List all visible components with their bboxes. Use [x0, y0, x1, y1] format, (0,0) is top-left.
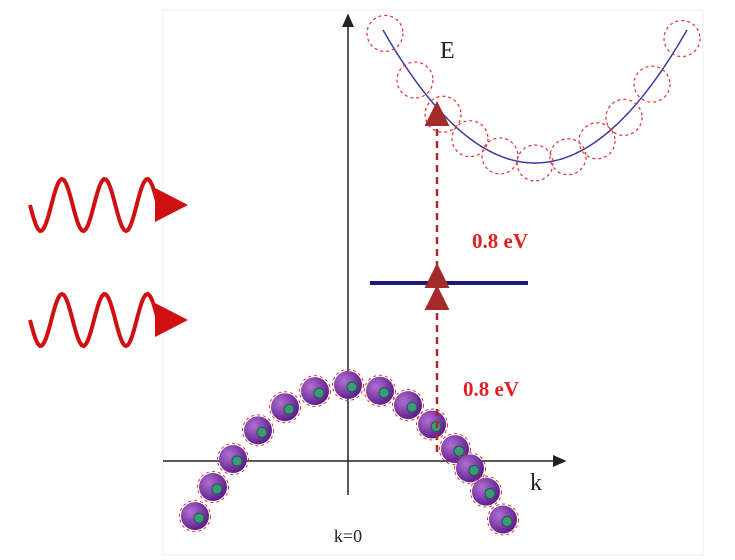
electron-core	[283, 403, 295, 415]
hole-state	[439, 433, 471, 466]
photon-arrowhead	[155, 303, 188, 337]
electron-state	[633, 65, 671, 103]
electron-core	[346, 381, 358, 393]
hole-state	[392, 389, 424, 422]
electron-state	[396, 61, 434, 99]
hole-state	[332, 369, 364, 401]
electron-core	[501, 516, 513, 528]
hole-state	[269, 391, 301, 424]
hole-state	[454, 452, 486, 485]
photon-arrowhead	[155, 188, 188, 222]
electron-state	[516, 144, 554, 182]
hole-state	[299, 375, 331, 408]
electron-core	[484, 488, 496, 500]
electron-core	[378, 387, 390, 399]
origin-label: k=0	[334, 526, 362, 546]
k-label: k	[530, 470, 542, 496]
valence-band	[179, 369, 519, 536]
electron-state	[451, 120, 489, 158]
electron-core	[231, 455, 243, 467]
hole-state	[364, 374, 396, 407]
photons	[28, 176, 188, 349]
electron-state	[578, 122, 616, 160]
electron-state	[481, 137, 519, 175]
electron-core	[313, 387, 325, 399]
electron-core	[193, 512, 205, 524]
conduction-band	[366, 14, 701, 182]
electron-state	[366, 14, 404, 53]
hole-state	[242, 414, 274, 447]
hole-state	[487, 503, 519, 536]
photon-wave	[28, 291, 160, 349]
hole-state	[416, 408, 448, 441]
transition-label: 0.8 eV	[463, 377, 519, 401]
hole-state	[179, 500, 211, 533]
photon-wave	[28, 176, 160, 234]
electron-core	[406, 401, 418, 413]
electron-state	[549, 138, 587, 176]
hole-state	[217, 443, 249, 476]
band-curve	[382, 29, 688, 164]
electron-state	[663, 19, 701, 58]
energy-label: E	[440, 38, 455, 64]
frame	[162, 9, 704, 556]
hole-state	[470, 475, 502, 508]
electron-core	[468, 464, 480, 476]
hole-state	[197, 471, 229, 504]
electron-state	[605, 98, 643, 136]
electron-core	[211, 483, 223, 495]
transition-label: 0.8 eV	[472, 229, 528, 253]
electron-core	[453, 445, 465, 457]
electron-core	[256, 426, 268, 438]
